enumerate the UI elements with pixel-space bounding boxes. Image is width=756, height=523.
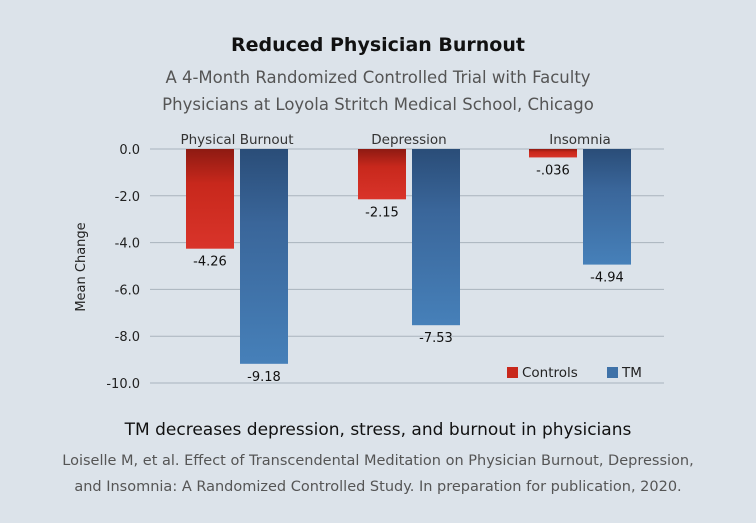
legend-swatch (507, 367, 518, 378)
category-labels: Physical Burnout Depression Insomnia (180, 132, 610, 148)
citation: Loiselle M, et al. Effect of Transcenden… (0, 448, 756, 500)
category-label: Physical Burnout (180, 132, 293, 148)
y-tick-label: -10.0 (106, 377, 140, 392)
data-label: -2.15 (365, 205, 399, 220)
y-tick-label: -2.0 (115, 190, 140, 205)
chart-caption: TM decreases depression, stress, and bur… (124, 420, 632, 440)
bar-tm (240, 149, 288, 364)
category-label: Depression (371, 132, 446, 148)
data-label: -.036 (536, 163, 570, 178)
data-label: -4.26 (193, 255, 227, 270)
legend-swatch (607, 367, 618, 378)
y-tick-label: -6.0 (115, 283, 140, 298)
bar-chart: 0.0 -2.0 -4.0 -6.0 -8.0 -10.0 Physical Burnou… (74, 132, 664, 392)
y-axis-ticks: 0.0 -2.0 -4.0 -6.0 -8.0 -10.0 (106, 143, 140, 392)
bar-tm (583, 149, 631, 265)
legend-label: TM (621, 365, 642, 381)
legend: Controls TM (507, 365, 642, 381)
bar-tm (412, 149, 460, 326)
data-label: -9.18 (247, 370, 281, 385)
data-label: -7.53 (419, 331, 453, 346)
bar-controls (529, 149, 577, 158)
bar-controls (358, 149, 406, 200)
category-label: Insomnia (549, 132, 611, 148)
citation-line-2: and Insomnia: A Randomized Controlled St… (74, 479, 682, 495)
subtitle-line-1: A 4-Month Randomized Controlled Trial wi… (165, 68, 591, 87)
bar-controls (186, 149, 234, 249)
y-tick-label: -8.0 (115, 330, 140, 345)
citation-line-1: Loiselle M, et al. Effect of Transcenden… (62, 453, 694, 469)
data-label: -4.94 (590, 271, 624, 286)
y-tick-label: -4.0 (115, 237, 140, 252)
chart-subtitle: A 4-Month Randomized Controlled Trial wi… (0, 64, 756, 118)
legend-label: Controls (522, 365, 578, 381)
grid-lines (150, 148, 664, 384)
y-axis-label: Mean Change (74, 222, 89, 311)
subtitle-line-2: Physicians at Loyola Stritch Medical Sch… (162, 95, 594, 114)
y-tick-label: 0.0 (119, 143, 140, 158)
bars (186, 149, 631, 364)
value-labels: -4.26 -9.18 -2.15 -7.53 -.036 -4.94 (193, 163, 624, 384)
chart-title: Reduced Physician Burnout (231, 34, 525, 56)
